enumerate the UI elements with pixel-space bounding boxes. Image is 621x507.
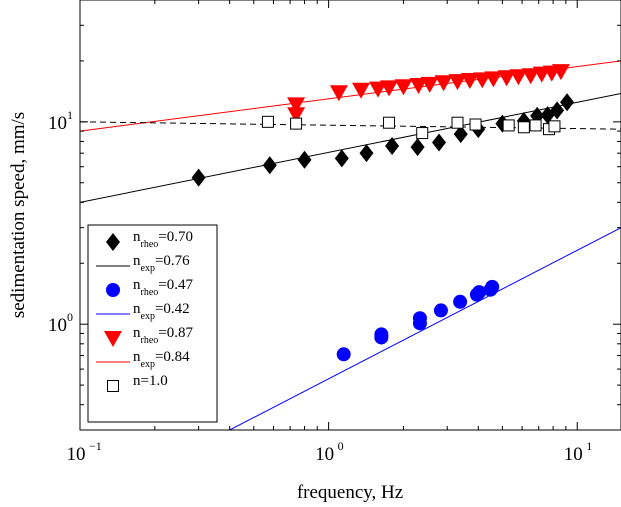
x-tick-exponent-1: 0 (338, 439, 344, 453)
y-axis-title: sedimentation speed, mm/s (8, 112, 29, 318)
data-point-s2-5 (433, 303, 448, 318)
data-point-s6-8 (529, 119, 542, 132)
data-point-s2-2 (374, 327, 389, 342)
legend-symbol-0 (106, 233, 120, 251)
data-point-s0-15 (560, 93, 575, 112)
legend-label-1: nexp=0.76 (133, 253, 190, 274)
legend-label-2: nrheo=0.47 (133, 277, 193, 298)
data-point-s4-8 (420, 76, 439, 93)
data-point-s0-1 (262, 156, 277, 175)
data-point-s6-7 (517, 121, 530, 134)
legend-label-3: nexp=0.42 (133, 301, 190, 322)
legend-label-6: n=1.0 (133, 373, 168, 389)
data-point-s4-4 (368, 81, 387, 98)
data-point-s4-13 (484, 71, 503, 88)
legend-label-4: nrheo=0.87 (133, 325, 193, 346)
legend-symbol-2 (106, 283, 120, 297)
data-point-s2-4 (412, 311, 427, 326)
data-point-s6-6 (502, 119, 515, 132)
fit-line-3 (228, 227, 621, 430)
data-markers (191, 64, 575, 362)
data-point-s4-2 (329, 85, 348, 102)
legend-label-0: nrheo=0.70 (133, 229, 193, 250)
data-point-s4-11 (460, 72, 479, 89)
y-tick-exponent-0: 0 (67, 310, 73, 324)
x-axis-title: frequency, Hz (297, 482, 403, 503)
legend-symbol-6 (107, 380, 119, 392)
y-tick-label-1: 10 (48, 113, 67, 134)
data-point-s0-5 (385, 136, 400, 155)
data-point-s6-3 (416, 127, 429, 140)
data-point-s6-5 (469, 118, 482, 131)
data-point-s0-2 (297, 150, 312, 169)
data-point-s4-19 (551, 64, 570, 81)
data-point-s0-0 (191, 168, 206, 187)
data-point-s4-7 (409, 78, 428, 95)
data-point-s4-10 (448, 74, 467, 91)
data-point-s2-10 (485, 279, 500, 294)
x-tick-labels: 10 −1 10 0 10 1 (67, 439, 593, 465)
data-point-s4-16 (521, 68, 540, 85)
data-point-s4-0 (287, 97, 306, 114)
data-point-s4-14 (497, 70, 516, 87)
data-point-s4-15 (509, 69, 528, 86)
data-point-s0-6 (410, 138, 425, 157)
data-point-s4-5 (380, 80, 399, 97)
legend-symbol-4 (104, 331, 122, 347)
data-point-s6-10 (548, 120, 561, 133)
data-point-s4-9 (434, 75, 453, 92)
legend: nrheo=0.70 nexp=0.76 nrheo=0.47 nexp=0.42 nr… (87, 224, 218, 423)
data-point-s2-0 (336, 347, 351, 362)
data-point-s0-14 (550, 101, 565, 120)
legend-box (87, 224, 218, 423)
data-point-s0-8 (453, 125, 468, 144)
x-tick-label-1: 10 (315, 444, 334, 465)
y-tick-exponent-1: 1 (67, 108, 73, 122)
x-tick-exponent-2: 1 (586, 439, 592, 453)
data-point-s6-1 (290, 117, 303, 130)
x-tick-exponent-0: −1 (89, 439, 102, 453)
x-tick-label-0: 10 (67, 444, 86, 465)
x-tick-label-2: 10 (564, 444, 583, 465)
data-point-s6-4 (451, 116, 464, 129)
fit-line-1 (80, 93, 621, 203)
data-point-s6-2 (383, 116, 396, 129)
data-point-s4-1 (287, 107, 306, 124)
data-point-s6-0 (261, 115, 274, 128)
data-point-s4-12 (473, 72, 492, 89)
y-tick-label-0: 10 (48, 315, 67, 336)
axis-ticks (79, 0, 621, 431)
data-point-s4-6 (394, 79, 413, 96)
data-point-s0-3 (334, 149, 349, 168)
legend-label-5: nexp=0.84 (133, 349, 190, 370)
data-point-s0-7 (432, 133, 447, 152)
data-point-s0-4 (359, 144, 374, 163)
data-point-s4-3 (352, 82, 371, 99)
data-point-s2-6 (453, 294, 468, 309)
data-point-s2-8 (472, 285, 487, 300)
plot-frame (79, 0, 621, 431)
